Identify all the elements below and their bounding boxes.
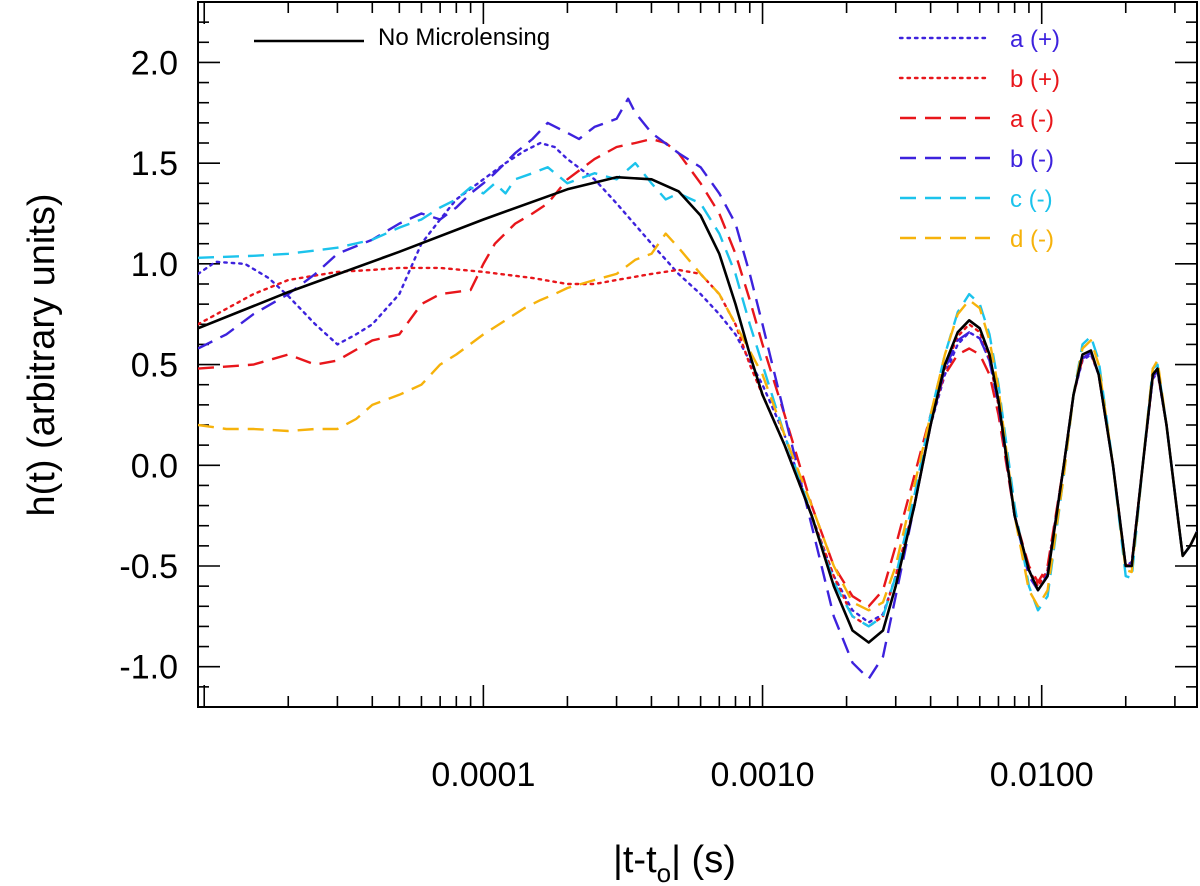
legend-label: d (-) [1010, 226, 1054, 253]
axis-ticks [198, 2, 1197, 707]
series-line-no-microlensing [198, 175, 1197, 644]
x-tick-label: 0.0001 [431, 756, 535, 794]
y-axis-title: h(t) (arbitrary units) [21, 193, 63, 516]
y-tick-label: -1.0 [119, 649, 178, 687]
series-group [198, 97, 1197, 680]
x-tick-label: 0.0100 [990, 756, 1094, 794]
y-tick-label: 2.0 [131, 44, 178, 82]
legend-label: b (-) [1010, 146, 1054, 173]
y-tick-label: 1.0 [131, 246, 178, 284]
x-tick-label: 0.0010 [711, 756, 815, 794]
legend-label: b (+) [1010, 66, 1060, 93]
series-line-a [198, 137, 1197, 608]
x-tick-labels: 0.0001 0.0010 0.0100 [431, 756, 1093, 794]
series-line-a [198, 141, 1197, 624]
y-tick-label: 0.5 [131, 347, 178, 385]
legend-right: a (+) b (+) a (-) b (-) c (-) d (-) [898, 26, 1060, 253]
plot-frame [197, 1, 1198, 708]
x-axis-title: |t-to| (s) [613, 839, 736, 886]
x-axis-title-sub: o [657, 858, 671, 886]
x-axis-title-main: |t-t [613, 839, 657, 881]
legend-label-no-microlensing: No Microlensing [378, 24, 550, 51]
y-tick-label: 1.5 [131, 145, 178, 183]
x-axis-title-tail: | (s) [671, 839, 736, 881]
legend-no-microlensing: No Microlensing [254, 24, 550, 51]
legend-label: c (-) [1010, 186, 1053, 213]
legend-label: a (-) [1010, 106, 1054, 133]
y-tick-labels: -1.0 -0.5 0.0 0.5 1.0 1.5 2.0 [119, 44, 178, 686]
y-tick-label: 0.0 [131, 447, 178, 485]
legend-label: a (+) [1010, 26, 1060, 53]
y-tick-label: -0.5 [119, 548, 178, 586]
